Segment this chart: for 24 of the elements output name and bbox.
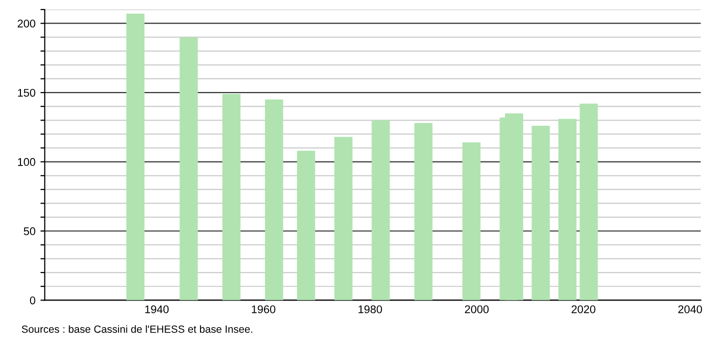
bar — [532, 126, 550, 300]
bar — [558, 118, 576, 300]
bar — [334, 136, 352, 300]
x-tick-label: 2020 — [572, 305, 596, 314]
y-tick-label: 50 — [24, 227, 36, 236]
bar — [462, 142, 480, 300]
x-tick-label: 1980 — [358, 305, 382, 314]
bar — [180, 37, 198, 300]
y-tick-label: 200 — [18, 20, 36, 28]
source-note: Sources : base Cassini de l'EHESS et base Insee. — [22, 325, 252, 333]
bar — [297, 150, 316, 300]
bar — [126, 14, 144, 300]
y-tick-label: 100 — [18, 158, 36, 166]
y-tick-label: 150 — [18, 88, 36, 97]
bar — [372, 120, 390, 300]
y-tick-label: 0 — [30, 296, 36, 304]
x-tick-label: 1960 — [252, 305, 276, 314]
bar — [265, 100, 284, 300]
x-tick-label: 1940 — [145, 305, 169, 314]
x-tick-label: 2000 — [464, 305, 489, 314]
x-tick-label: 2040 — [678, 305, 702, 314]
bar — [222, 94, 240, 300]
bar — [580, 104, 598, 300]
bar — [414, 123, 432, 300]
